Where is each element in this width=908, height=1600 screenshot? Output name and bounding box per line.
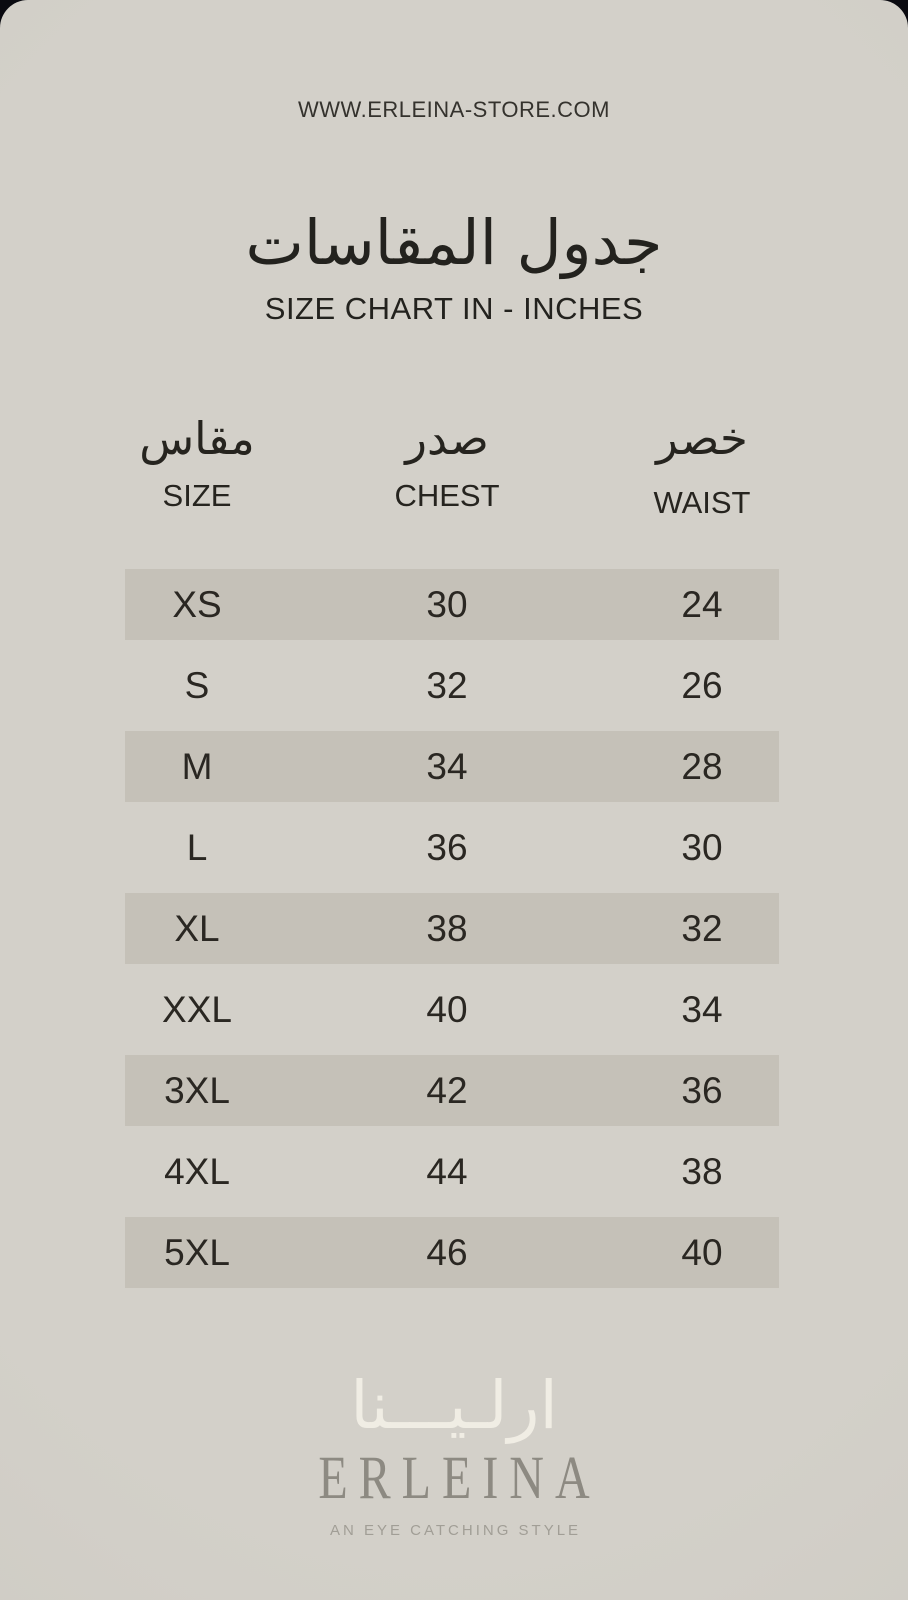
table-row: XXL 40 34 <box>125 964 779 1055</box>
cell-size: L <box>186 826 208 868</box>
table-row: 5XL 46 40 <box>125 1217 779 1288</box>
table-row: XL 38 32 <box>125 893 779 964</box>
cell-chest: 36 <box>426 826 468 868</box>
column-header-waist-arabic: خصر <box>656 412 748 465</box>
cell-chest: 40 <box>426 988 468 1030</box>
cell-waist: 26 <box>681 664 723 706</box>
page-title-english: SIZE CHART IN - INCHES <box>264 291 644 326</box>
column-header-size-english: SIZE <box>162 478 232 513</box>
cell-chest: 38 <box>426 907 468 949</box>
cell-chest: 32 <box>426 664 468 706</box>
cell-chest: 34 <box>426 745 468 787</box>
size-table-body: XS 30 24 S 32 26 M 34 28 L 36 30 XL 38 3… <box>125 569 779 1288</box>
cell-waist: 36 <box>681 1069 723 1111</box>
cell-chest: 30 <box>426 583 468 625</box>
cell-size: 5XL <box>164 1231 230 1273</box>
table-row: S 32 26 <box>125 640 779 731</box>
column-header-waist: خصر WAIST <box>625 410 779 521</box>
cell-waist: 28 <box>681 745 723 787</box>
column-header-size-arabic: مقاس <box>139 412 255 465</box>
cell-chest: 42 <box>426 1069 468 1111</box>
cell-waist: 24 <box>681 583 723 625</box>
cell-chest: 46 <box>426 1231 468 1273</box>
column-header-chest-english: CHEST <box>394 478 500 513</box>
cell-size: XS <box>172 583 222 625</box>
cell-size: 3XL <box>164 1069 230 1111</box>
cell-waist: 40 <box>681 1231 723 1273</box>
cell-waist: 30 <box>681 826 723 868</box>
column-header-waist-english: WAIST <box>653 485 751 520</box>
cell-size: XXL <box>162 988 232 1030</box>
cell-chest: 44 <box>426 1150 468 1192</box>
cell-size: 4XL <box>164 1150 230 1192</box>
table-row: L 36 30 <box>125 802 779 893</box>
cell-waist: 34 <box>681 988 723 1030</box>
table-row: XS 30 24 <box>125 569 779 640</box>
page-title-arabic: جدول المقاسات <box>245 206 663 279</box>
cell-size: XL <box>174 907 220 949</box>
cell-waist: 38 <box>681 1150 723 1192</box>
cell-size: M <box>181 745 213 787</box>
column-header-size: مقاس SIZE <box>125 410 269 521</box>
table-header: مقاس SIZE صدر CHEST خصر WAIST <box>125 410 779 521</box>
store-url: WWW.ERLEINA-STORE.COM <box>298 97 610 122</box>
table-row: 3XL 42 36 <box>125 1055 779 1126</box>
cell-waist: 32 <box>681 907 723 949</box>
cell-size: S <box>184 664 210 706</box>
brand-wordmark: ERLEINA <box>318 1444 601 1513</box>
table-row: 4XL 44 38 <box>125 1126 779 1217</box>
column-header-chest-arabic: صدر <box>405 412 489 465</box>
table-row: M 34 28 <box>125 731 779 802</box>
column-header-chest: صدر CHEST <box>269 410 625 521</box>
brand-logo-arabic: ارلـيـــنا <box>350 1367 558 1444</box>
brand-tagline: AN EYE CATCHING STYLE <box>329 1522 582 1539</box>
